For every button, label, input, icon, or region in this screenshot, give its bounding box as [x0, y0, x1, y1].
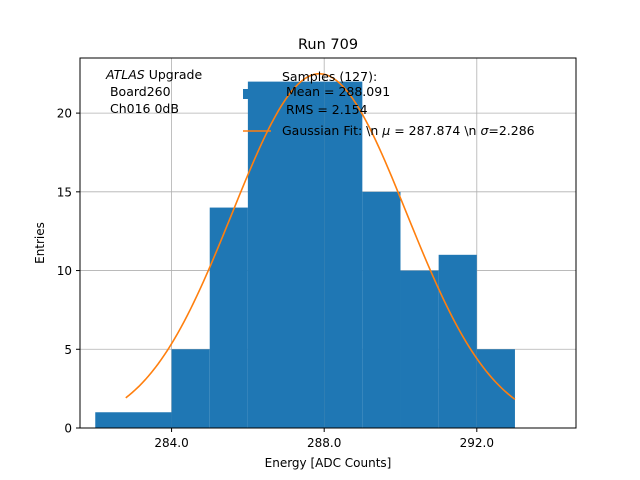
- gaussian-fit: [125, 72, 516, 400]
- fit-curve: [125, 72, 516, 400]
- x-tick-label: 288.0: [307, 436, 341, 450]
- y-tick-label: 5: [64, 343, 72, 357]
- histogram-bar: [476, 349, 515, 428]
- legend-hist-line-3: RMS = 2.154: [282, 102, 368, 117]
- legend-hist-line-1: Samples (127):: [282, 69, 377, 84]
- y-tick-label: 15: [57, 185, 72, 199]
- legend-fit-mu: μ: [381, 123, 390, 138]
- histogram-bar: [95, 412, 172, 428]
- x-axis-label: Energy [ADC Counts]: [265, 456, 392, 470]
- legend-hist-line-2: Mean = 288.091: [282, 84, 390, 99]
- legend-fit-middle: = 287.874 \n: [390, 123, 480, 138]
- y-axis-ticks: 0 5 10 15 20: [57, 107, 80, 436]
- histogram-bar: [247, 81, 325, 429]
- annotation-line-1: ATLAS Upgrade: [105, 67, 202, 82]
- histogram-bar: [171, 349, 210, 428]
- y-tick-label: 20: [57, 107, 72, 121]
- y-tick-label: 0: [64, 422, 72, 436]
- legend: Samples (127): Mean = 288.091 RMS = 2.15…: [243, 69, 535, 138]
- histogram-bar: [362, 191, 401, 428]
- histogram-bar: [400, 270, 439, 428]
- annotation-text: ATLAS Upgrade Board260 Ch016 0dB: [105, 67, 202, 116]
- annotation-line-3: Ch016 0dB: [106, 101, 179, 116]
- y-axis-label: Entries: [33, 222, 47, 264]
- annotation-atlas: ATLAS: [105, 67, 145, 82]
- x-axis-ticks: 284.0 288.0 292.0: [154, 428, 494, 450]
- legend-hist-swatch: [243, 89, 271, 99]
- legend-fit-prefix: Gaussian Fit: \n: [282, 123, 382, 138]
- histogram-bar: [438, 254, 477, 428]
- x-tick-label: 284.0: [154, 436, 188, 450]
- x-tick-label: 292.0: [460, 436, 494, 450]
- legend-fit-sigma: σ: [480, 123, 489, 138]
- chart-title: Run 709: [298, 37, 358, 53]
- histogram-bars: [95, 81, 515, 429]
- histogram-bar: [324, 81, 363, 429]
- plot-frame: [79, 57, 577, 429]
- y-tick-label: 10: [57, 264, 72, 278]
- annotation-line-2: Board260: [106, 84, 171, 99]
- legend-fit-label: Gaussian Fit: \n μ = 287.874 \n σ=2.286: [282, 123, 535, 138]
- legend-fit-suffix: =2.286: [488, 123, 534, 138]
- histogram-bar: [209, 207, 248, 428]
- annotation-upgrade: Upgrade: [145, 67, 203, 82]
